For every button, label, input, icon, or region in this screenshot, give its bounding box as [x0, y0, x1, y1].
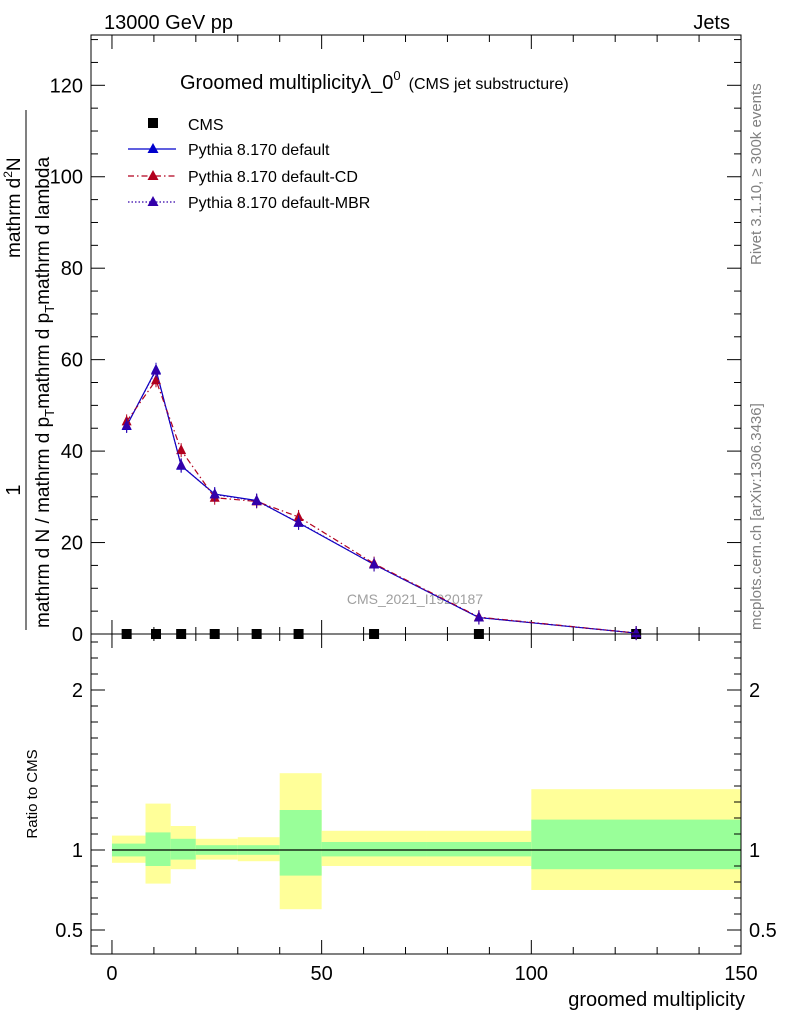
series-marker-3 [369, 558, 380, 569]
legend-marker-cms [148, 118, 158, 128]
legend-label-mbr: Pythia 8.170 default-MBR [188, 195, 370, 212]
plot-title: Groomed multiplicityλ_00(CMS jet substru… [180, 68, 569, 94]
ratio-y-tick-label-right: 0.5 [749, 920, 777, 942]
ratio-y-tick-label: 1 [72, 840, 83, 862]
ratio-y-tick-label-right: 1 [749, 840, 760, 862]
legend: CMS Pythia 8.170 default Pythia 8.170 de… [128, 117, 370, 212]
main-y-tick-label: 60 [61, 350, 83, 372]
ratio-axis-ticks [91, 634, 742, 954]
legend-marker-cd [147, 170, 159, 180]
series-marker-3 [251, 494, 262, 505]
main-y-tick-label: 40 [61, 441, 83, 463]
series-marker-3 [151, 364, 161, 375]
series-marker-3 [209, 488, 220, 499]
series-line-3 [126, 368, 637, 634]
ylabel-numerator: mathrm d2N [1, 157, 25, 258]
main-series-group [121, 362, 642, 641]
ratio-x-tick-label: 100 [515, 963, 548, 985]
legend-label-cms: CMS [188, 117, 224, 134]
ratio-x-tick-label: 0 [106, 963, 117, 985]
main-y-tick-label: 120 [50, 75, 83, 97]
mcplots-label: mcplots.cern.ch [arXiv:1306.3436] [748, 403, 765, 630]
ratio-y-axis-label: Ratio to CMS [24, 749, 41, 838]
ratio-plot-panel: 0.5 0.5 1 1 2 2 0 50 100 150 Ratio to CMS groome… [24, 633, 777, 1011]
ratio-stat-uncertainty-band [321, 842, 427, 857]
main-y-tick-label: 0 [72, 624, 83, 646]
ratio-x-tick-labels: 0 50 100 150 [106, 963, 757, 985]
main-y-tick-label: 80 [61, 258, 83, 280]
ylabel-denominator: mathrm d N / mathrm d pTmathrm d pTmathr… [33, 157, 57, 628]
ratio-stat-uncertainty-band [170, 838, 196, 860]
analysis-watermark: CMS_2021_I1920187 [347, 591, 483, 607]
ratio-stat-uncertainty-band [531, 819, 741, 870]
ratio-frame [90, 633, 742, 955]
ratio-y-tick-label-right: 2 [749, 680, 760, 702]
ratio-y-tick-labels: 0.5 0.5 1 1 2 2 [55, 680, 777, 942]
rivet-version-label: Rivet 3.1.10, ≥ 300k events [748, 83, 765, 265]
ratio-bands-group [111, 773, 741, 910]
series-marker-3 [121, 419, 132, 430]
header-left: 13000 GeV pp [104, 12, 233, 34]
legend-label-cd: Pythia 8.170 default-CD [188, 169, 358, 186]
series-marker-3 [293, 516, 304, 527]
ratio-y-tick-label: 0.5 [55, 920, 83, 942]
main-y-tick-label: 100 [50, 167, 83, 189]
ratio-stat-uncertainty-band [279, 810, 322, 876]
main-y-tick-label: 20 [61, 533, 83, 555]
ratio-y-tick-label: 2 [72, 680, 83, 702]
x-axis-label: groomed multiplicity [568, 989, 745, 1011]
ratio-stat-uncertainty-band [426, 842, 532, 857]
series-marker-3 [176, 459, 187, 470]
main-y-axis-label: 1 mathrm d N / mathrm d pTmathrm d pTmat… [1, 110, 57, 630]
main-y-tick-labels: 0 20 40 60 80 100 120 [50, 75, 83, 646]
ylabel-numerator-one: 1 [3, 484, 25, 495]
ratio-x-tick-label: 150 [724, 963, 757, 985]
series-marker-3 [631, 627, 642, 638]
series-marker-2 [176, 444, 187, 455]
legend-marker-mbr [147, 196, 159, 206]
legend-marker-default [147, 143, 159, 153]
main-axis-ticks [91, 35, 742, 635]
main-plot-panel: 0 20 40 60 80 100 120 Groomed multiplicityλ_00… [50, 34, 742, 646]
header-right: Jets [693, 12, 730, 34]
ratio-stat-uncertainty-band [145, 832, 171, 866]
ratio-x-tick-label: 50 [311, 963, 333, 985]
legend-label-default: Pythia 8.170 default [188, 142, 330, 159]
series-marker-3 [473, 611, 484, 622]
